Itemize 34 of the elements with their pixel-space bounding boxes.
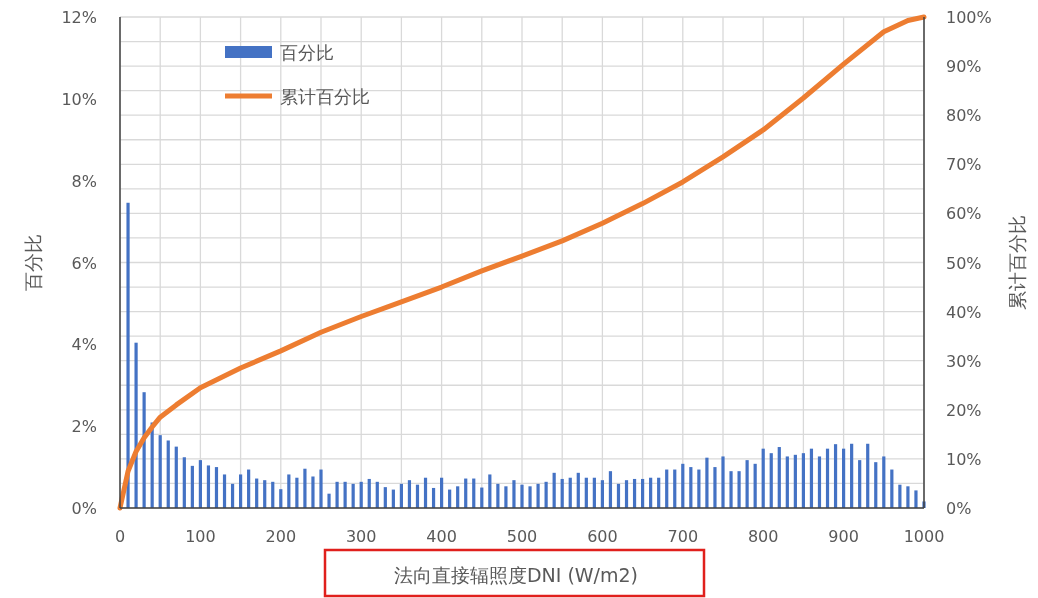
y2-tick-label: 40%	[946, 302, 982, 322]
x-tick-label: 500	[506, 527, 538, 546]
y2-tick-label: 90%	[946, 57, 982, 77]
x-tick-label: 300	[345, 527, 377, 546]
y-tick-label: 0%	[71, 499, 97, 518]
y-tick-label: 10%	[61, 89, 97, 109]
x-tick-label: 700	[667, 527, 699, 546]
x-tick-label: 0	[114, 527, 126, 546]
x-tick-label: 800	[747, 527, 779, 546]
y-tick-label: 4%	[71, 335, 97, 355]
y-tick-label: 6%	[71, 253, 97, 273]
x-axis-title: 法向直接辐照度DNI (W/m2)	[393, 564, 639, 586]
y2-tick-label: 50%	[946, 253, 982, 273]
y2-tick-label: 70%	[946, 155, 982, 175]
x-tick-label: 400	[426, 527, 457, 546]
y2-axis-title: 累计百分比	[1006, 215, 1028, 310]
x-tick-label: 200	[265, 527, 297, 546]
legend-label: 累计百分比	[280, 86, 370, 107]
y2-tick-label: 60%	[946, 204, 982, 224]
legend-label: 百分比	[280, 42, 334, 63]
x-tick-label: 1000	[903, 527, 945, 546]
y-tick-label: 12%	[61, 8, 97, 27]
x-tick-label: 900	[828, 527, 859, 546]
y2-tick-label: 30%	[946, 351, 982, 371]
y-tick-label: 8%	[71, 171, 97, 191]
y2-tick-label: 80%	[946, 106, 982, 126]
y2-tick-label: 100%	[946, 8, 992, 27]
y2-tick-label: 0%	[946, 499, 972, 518]
x-tick-label: 100	[185, 527, 216, 546]
y-tick-label: 2%	[71, 417, 97, 437]
x-tick-label: 600	[587, 527, 618, 546]
y-axis-title: 百分比	[22, 234, 44, 291]
y2-tick-label: 10%	[946, 449, 982, 469]
y2-tick-label: 20%	[946, 400, 982, 420]
